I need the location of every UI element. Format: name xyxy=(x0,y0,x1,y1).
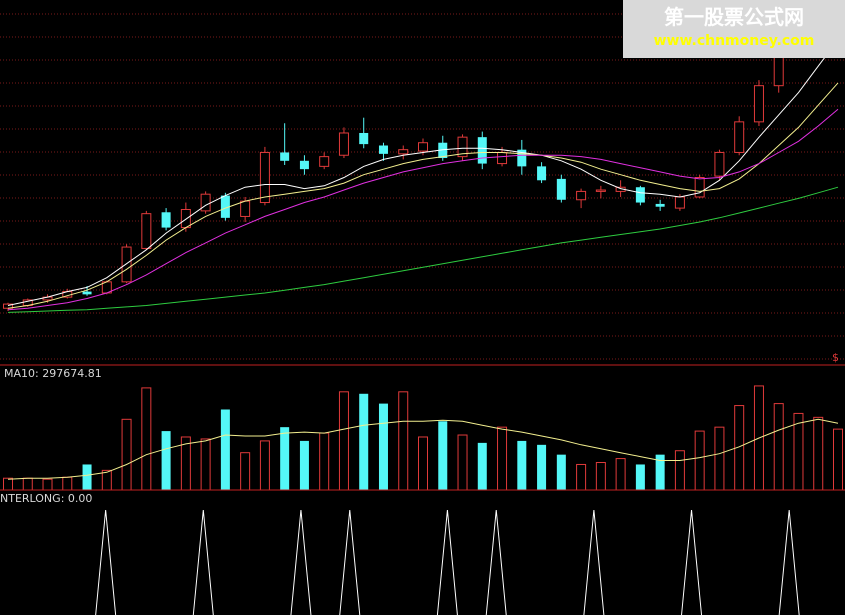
volume-bar-up xyxy=(694,430,705,491)
candle-up xyxy=(259,151,270,204)
candle-down xyxy=(161,212,171,228)
candle-up xyxy=(457,136,468,158)
site-watermark: 第一股票公式网 www.chnmoney.com xyxy=(623,0,845,58)
volume-bar-up xyxy=(813,416,824,491)
signal-spike xyxy=(681,509,703,615)
volume-bar-up xyxy=(576,463,587,491)
signal-spike xyxy=(95,509,117,615)
volume-bar-up xyxy=(240,452,251,491)
candle-down xyxy=(477,137,487,164)
volume-bar-down xyxy=(378,403,388,490)
volume-ma10-line xyxy=(7,418,839,480)
candle-up xyxy=(180,208,191,229)
volume-bar-up xyxy=(200,438,211,491)
candle-up xyxy=(674,196,685,209)
volume-bar-down xyxy=(655,454,665,490)
watermark-title: 第一股票公式网 xyxy=(664,5,804,29)
volume-bar-up xyxy=(121,418,132,491)
signal-spike xyxy=(339,509,361,615)
candle-up xyxy=(753,85,764,123)
ma-line xyxy=(7,39,839,306)
candle-up xyxy=(319,156,330,167)
candle-up xyxy=(576,190,587,201)
signal-spike xyxy=(290,509,312,615)
volume-bar-down xyxy=(280,427,290,490)
volume-bar-up xyxy=(615,458,626,491)
signal-spike xyxy=(436,509,458,615)
volume-bar-down xyxy=(161,431,171,490)
volume-bar-up xyxy=(259,440,270,491)
volume-bar-up xyxy=(497,426,508,491)
signal-spike xyxy=(192,509,214,615)
candle-down xyxy=(517,149,527,167)
candle-down xyxy=(220,195,230,218)
candle-down xyxy=(359,132,369,145)
signal-spike xyxy=(778,509,800,615)
candle-down xyxy=(556,178,566,200)
volume-bar-down xyxy=(299,440,309,490)
volume-bar-down xyxy=(537,444,547,490)
candle-up xyxy=(497,151,508,165)
volume-bar-up xyxy=(3,477,13,491)
volume-bar-down xyxy=(556,454,566,490)
candle-down xyxy=(537,166,547,181)
volume-bar-down xyxy=(359,393,369,490)
candle-up xyxy=(418,142,428,152)
signal-spike xyxy=(485,509,507,615)
candle-up xyxy=(714,151,725,177)
volume-bar-down xyxy=(517,440,527,490)
volume-bar-up xyxy=(773,403,784,491)
signal-spike xyxy=(583,509,605,615)
volume-bars xyxy=(3,385,843,491)
volume-bar-down xyxy=(220,409,230,490)
candle-down xyxy=(378,145,388,154)
candle-down xyxy=(299,160,309,170)
ma-line xyxy=(7,82,839,309)
moving-average-lines xyxy=(7,39,839,313)
candle-up xyxy=(200,193,211,212)
price-corner-mark: $ xyxy=(832,351,839,364)
volume-bar-up xyxy=(833,428,843,491)
candle-down xyxy=(438,142,448,159)
volume-bar-down xyxy=(82,464,92,490)
candle-up xyxy=(398,149,409,155)
signal-spikes xyxy=(95,509,800,615)
candle-down xyxy=(82,291,92,295)
ma-line xyxy=(7,108,839,311)
candle-up xyxy=(734,121,745,153)
candle-up xyxy=(240,200,251,217)
signal-label: NTERLONG: 0.00 xyxy=(0,492,93,505)
volume-bar-up xyxy=(42,478,53,491)
candle-up xyxy=(595,189,606,192)
volume-bar-up xyxy=(338,391,349,491)
volume-bar-down xyxy=(477,442,487,490)
volume-bar-up xyxy=(62,476,73,491)
volume-bar-up xyxy=(457,434,468,491)
volume-ma-line xyxy=(7,418,839,480)
candle-up xyxy=(338,132,349,156)
volume-bar-up xyxy=(674,450,685,491)
volume-bar-up xyxy=(398,391,409,491)
volume-bar-up xyxy=(793,412,804,491)
volume-bar-up xyxy=(22,477,33,491)
volume-bar-down xyxy=(438,421,448,490)
candle-down xyxy=(635,187,645,203)
candle-down xyxy=(280,152,290,161)
watermark-url: www.chnmoney.com xyxy=(653,33,815,49)
volume-bar-up xyxy=(101,469,112,491)
ma-line xyxy=(7,186,839,313)
volume-bar-up xyxy=(595,462,606,491)
candle-down xyxy=(655,203,665,207)
volume-ma-label: MA10: 297674.81 xyxy=(4,367,102,380)
candle-up xyxy=(121,246,132,283)
candle-up xyxy=(694,176,705,198)
volume-bar-up xyxy=(714,426,725,491)
volume-bar-up xyxy=(418,436,428,491)
volume-bar-down xyxy=(635,464,645,490)
volume-bar-up xyxy=(319,432,330,491)
candle-up xyxy=(141,213,152,249)
volume-bar-up xyxy=(141,387,152,491)
